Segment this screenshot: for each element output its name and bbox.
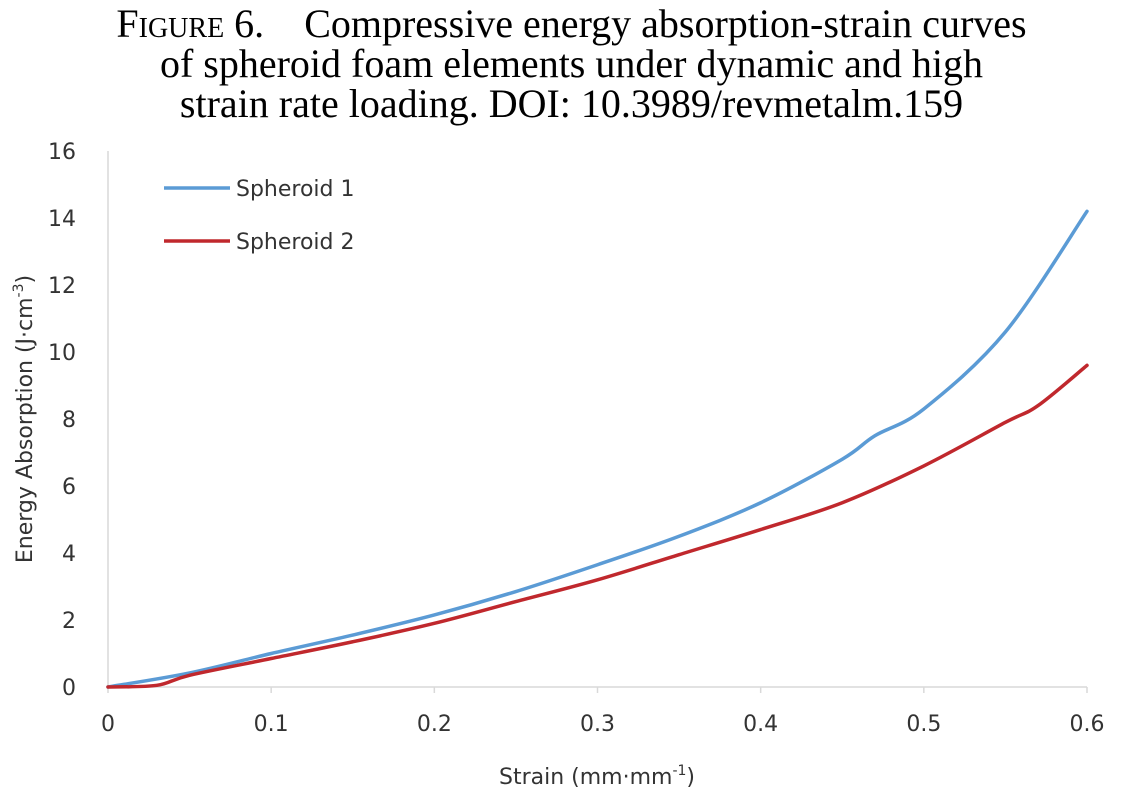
legend-label-2: Spheroid 2 — [236, 230, 355, 255]
x-tick-label: 0 — [101, 712, 115, 737]
caption-figure-label: Figure 6. — [116, 1, 265, 46]
y-tick-label: 8 — [62, 408, 76, 433]
y-tick-label: 16 — [48, 140, 76, 165]
axes: 0 2 4 6 8 10 12 14 16 0 0.1 0.2 0.3 0.4 0.5 0.6 — [48, 140, 1105, 737]
x-axis-title: Strain (mm·mm-1) — [499, 763, 695, 790]
y-tick-label: 0 — [62, 676, 76, 701]
x-tick-label: 0.2 — [417, 712, 452, 737]
caption-line-3: strain rate loading. DOI: 10.3989/revmet… — [179, 81, 964, 126]
legend-label-1: Spheroid 1 — [236, 177, 355, 202]
series-lines — [106, 209, 1089, 689]
y-axis-title-text: Energy Absorption (J·cm — [13, 297, 38, 563]
x-tick-label: 0.5 — [906, 712, 941, 737]
legend: Spheroid 1 Spheroid 2 — [164, 177, 355, 255]
caption-line-1: Figure 6. Compressive energy absorption-… — [0, 4, 1143, 44]
y-axis-title-end: ) — [13, 275, 38, 284]
x-tick-label: 0.6 — [1070, 712, 1105, 737]
y-tick-label: 12 — [48, 274, 76, 299]
y-tick-label: 14 — [48, 207, 76, 232]
x-tick-label: 0.3 — [580, 712, 615, 737]
y-tick-label: 6 — [62, 475, 76, 500]
figure-caption: Figure 6. Compressive energy absorption-… — [0, 4, 1143, 124]
x-tick-label: 0.4 — [743, 712, 778, 737]
y-tick-label: 10 — [48, 341, 76, 366]
x-tick-label: 0.1 — [254, 712, 289, 737]
y-axis-title: Energy Absorption (J·cm-3) — [11, 275, 38, 563]
y-axis-title-sup: -3 — [11, 283, 27, 297]
series-1-line — [106, 209, 1089, 689]
x-axis-title-sup: -1 — [672, 763, 686, 779]
x-axis-title-text: Strain (mm·mm — [499, 765, 672, 790]
y-tick-label: 2 — [62, 609, 76, 634]
series-2-line — [106, 363, 1089, 689]
y-tick-label: 4 — [62, 542, 76, 567]
caption-line-1-text: Compressive energy absorption-strain cur… — [304, 1, 1027, 46]
caption-line-2: of spheroid foam elements under dynamic … — [159, 41, 984, 86]
x-axis-title-end: ) — [686, 765, 695, 790]
